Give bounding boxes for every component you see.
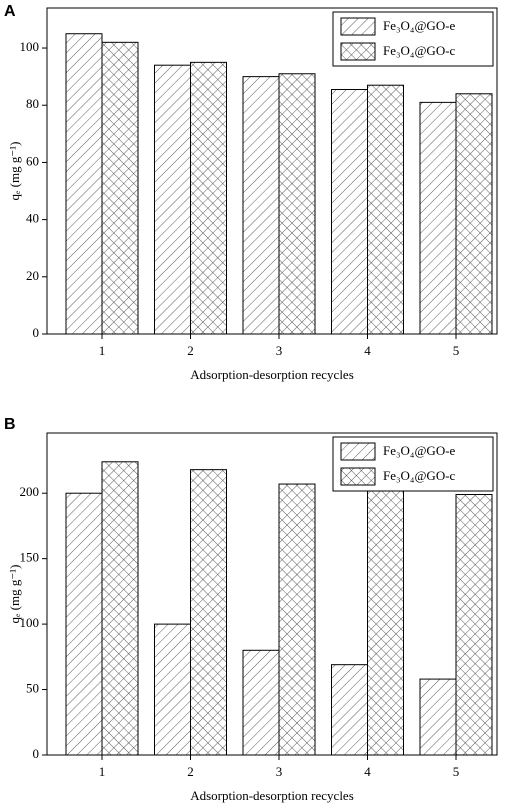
bar <box>154 623 191 756</box>
x-tick-label: 1 <box>99 343 106 358</box>
legend-swatch <box>340 17 376 36</box>
x-axis-title: Adsorption-desorption recycles <box>190 367 354 382</box>
bar <box>419 678 457 756</box>
bar <box>65 492 103 756</box>
y-tick-label: 50 <box>26 681 39 696</box>
x-tick-label: 2 <box>187 764 194 779</box>
plot-frame <box>46 432 498 756</box>
y-tick-label: 60 <box>26 153 39 168</box>
bar <box>65 33 103 335</box>
x-tick-label: 5 <box>453 764 460 779</box>
y-tick-label: 200 <box>20 484 40 499</box>
bar <box>278 483 316 756</box>
bar <box>154 64 191 335</box>
y-tick-label: 100 <box>20 615 40 630</box>
legend-swatch <box>340 442 376 461</box>
x-tick-label: 1 <box>99 764 106 779</box>
y-tick-label: 0 <box>33 325 40 340</box>
bar <box>242 76 280 335</box>
panel-label: A <box>4 3 16 20</box>
y-tick-label: 150 <box>20 550 40 565</box>
panel-label: B <box>4 416 16 433</box>
bar <box>190 469 227 756</box>
bar <box>455 494 493 756</box>
x-tick-label: 5 <box>453 343 460 358</box>
plot-frame <box>46 7 498 335</box>
bar <box>455 93 493 335</box>
legend-swatch <box>340 467 376 486</box>
bar <box>331 89 368 335</box>
bar <box>278 73 316 335</box>
y-tick-label: 20 <box>26 268 39 283</box>
y-tick-label: 80 <box>26 96 39 111</box>
y-axis-title: qₑ (mg g⁻¹) <box>7 142 22 201</box>
x-tick-label: 3 <box>276 343 283 358</box>
bar <box>419 101 457 335</box>
legend-label: Fe₃O₄@GO-c <box>383 468 456 483</box>
x-tick-label: 4 <box>364 764 371 779</box>
x-tick-label: 2 <box>187 343 194 358</box>
bar <box>331 664 368 756</box>
bar <box>367 84 404 335</box>
bar <box>101 41 139 335</box>
y-tick-label: 40 <box>26 211 39 226</box>
bar <box>367 490 404 756</box>
y-tick-label: 0 <box>33 746 40 761</box>
y-tick-label: 100 <box>20 39 40 54</box>
bar <box>242 649 280 756</box>
y-axis-title: qₑ (mg g⁻¹) <box>7 565 22 624</box>
legend-label: Fe₃O₄@GO-e <box>383 443 456 458</box>
legend-label: Fe₃O₄@GO-e <box>383 18 456 33</box>
x-tick-label: 4 <box>364 343 371 358</box>
legend-label: Fe₃O₄@GO-c <box>383 43 456 58</box>
bar <box>190 61 227 335</box>
legend-swatch <box>340 42 376 61</box>
x-tick-label: 3 <box>276 764 283 779</box>
bar <box>101 461 139 756</box>
x-axis-title: Adsorption-desorption recycles <box>190 788 354 803</box>
